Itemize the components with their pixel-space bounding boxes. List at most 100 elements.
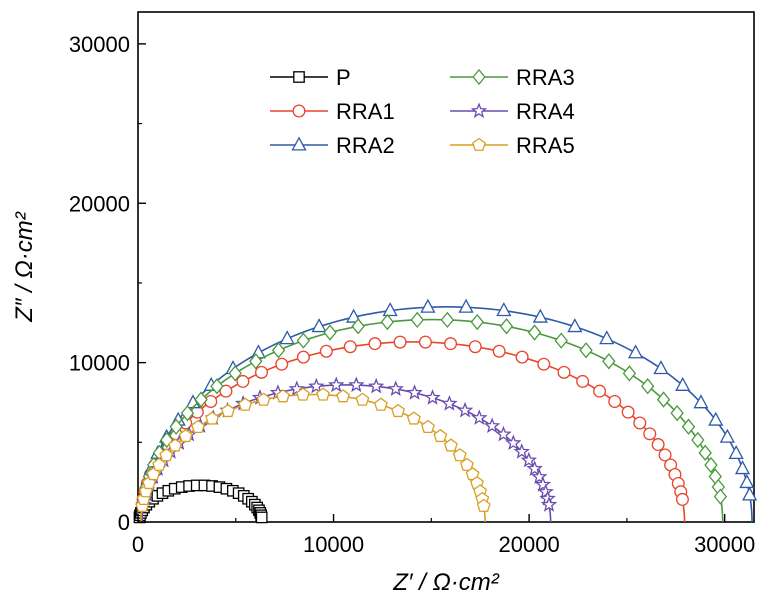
data-point	[579, 342, 593, 359]
data-point	[406, 411, 421, 425]
data-point	[420, 298, 436, 313]
data-point	[643, 427, 657, 441]
data-point	[238, 397, 253, 411]
data-point	[236, 374, 250, 388]
data-point	[651, 438, 665, 452]
data-point	[537, 357, 551, 371]
data-point	[734, 460, 751, 475]
data-point	[499, 318, 514, 335]
data-point	[658, 448, 672, 462]
data-point	[421, 419, 435, 434]
data-point	[276, 389, 290, 403]
data-point	[452, 448, 467, 462]
data-point	[515, 350, 529, 364]
data-point	[343, 340, 357, 354]
series-line-rra4	[141, 384, 552, 523]
data-point	[739, 474, 755, 489]
data-point	[382, 302, 398, 317]
data-point	[708, 411, 724, 426]
data-point	[271, 342, 286, 359]
legend-marker	[291, 136, 307, 151]
legend-label: RRA3	[516, 65, 575, 90]
x-tick-label: 30000	[694, 532, 755, 557]
series-line-rra3	[141, 318, 724, 523]
data-point	[698, 444, 712, 461]
series-rra3	[137, 311, 728, 523]
data-point	[505, 434, 522, 451]
series-line-rra1	[140, 341, 686, 523]
data-point	[393, 335, 407, 349]
data-point	[496, 302, 512, 317]
data-point	[194, 391, 208, 408]
x-tick-label: 0	[132, 532, 144, 557]
data-point	[424, 389, 441, 405]
data-point	[526, 460, 543, 476]
data-point	[713, 488, 728, 505]
data-point	[191, 419, 206, 434]
legend-label: RRA5	[516, 133, 575, 158]
legend-item-rra1: RRA1	[270, 99, 395, 124]
data-point	[406, 384, 423, 400]
data-point	[459, 457, 474, 471]
ticks-layer: 0 10000 20000 30000 0 10000 20000 30000	[69, 32, 755, 557]
data-point	[256, 392, 271, 406]
data-point	[373, 397, 388, 411]
data-point	[328, 376, 345, 393]
data-point	[520, 451, 538, 468]
series-layer	[133, 298, 758, 524]
data-point	[180, 404, 195, 422]
y-tick-label: 10000	[69, 351, 130, 376]
data-point	[656, 391, 671, 408]
legend-label: RRA4	[516, 99, 575, 124]
data-point	[534, 476, 552, 492]
data-point	[456, 401, 474, 418]
data-point	[633, 416, 647, 430]
data-point	[255, 511, 268, 524]
data-point	[719, 428, 735, 443]
data-point	[311, 318, 327, 333]
data-point	[621, 405, 635, 419]
data-point	[152, 457, 167, 471]
data-point	[308, 377, 325, 394]
x-tick-label: 10000	[303, 532, 364, 557]
data-point	[681, 418, 696, 435]
data-point	[670, 404, 684, 422]
data-point	[468, 340, 482, 354]
data-point	[433, 428, 448, 443]
data-point	[391, 403, 406, 418]
data-point	[483, 417, 501, 433]
data-point	[159, 448, 174, 462]
data-point	[279, 330, 295, 345]
legend-label: P	[336, 65, 351, 90]
legend-marker	[472, 137, 486, 151]
data-point	[168, 438, 183, 452]
legend-marker	[472, 68, 486, 86]
data-point	[178, 428, 193, 443]
legend-item-rra2: RRA2	[270, 133, 395, 158]
data-point	[296, 350, 310, 364]
data-point	[576, 374, 590, 388]
data-point	[348, 376, 365, 393]
data-point	[220, 403, 235, 418]
y-axis-title: Z″ / Ω·cm²	[11, 211, 38, 322]
data-point	[368, 377, 385, 394]
data-point	[316, 387, 331, 401]
data-point	[728, 444, 744, 460]
data-point	[470, 313, 484, 331]
data-point	[627, 344, 644, 359]
data-point	[531, 468, 548, 484]
y-tick-label: 30000	[69, 32, 130, 57]
data-point	[653, 360, 669, 375]
data-point	[537, 483, 554, 499]
data-point	[319, 344, 333, 358]
data-point	[492, 344, 506, 358]
data-point	[693, 394, 709, 409]
y-tick-label: 20000	[69, 191, 130, 216]
legend-label: RRA2	[336, 133, 395, 158]
data-point	[608, 394, 622, 408]
legend-item-rra3: RRA3	[450, 65, 575, 90]
data-point	[368, 337, 382, 351]
legend-marker	[292, 104, 306, 118]
data-point	[599, 330, 615, 345]
